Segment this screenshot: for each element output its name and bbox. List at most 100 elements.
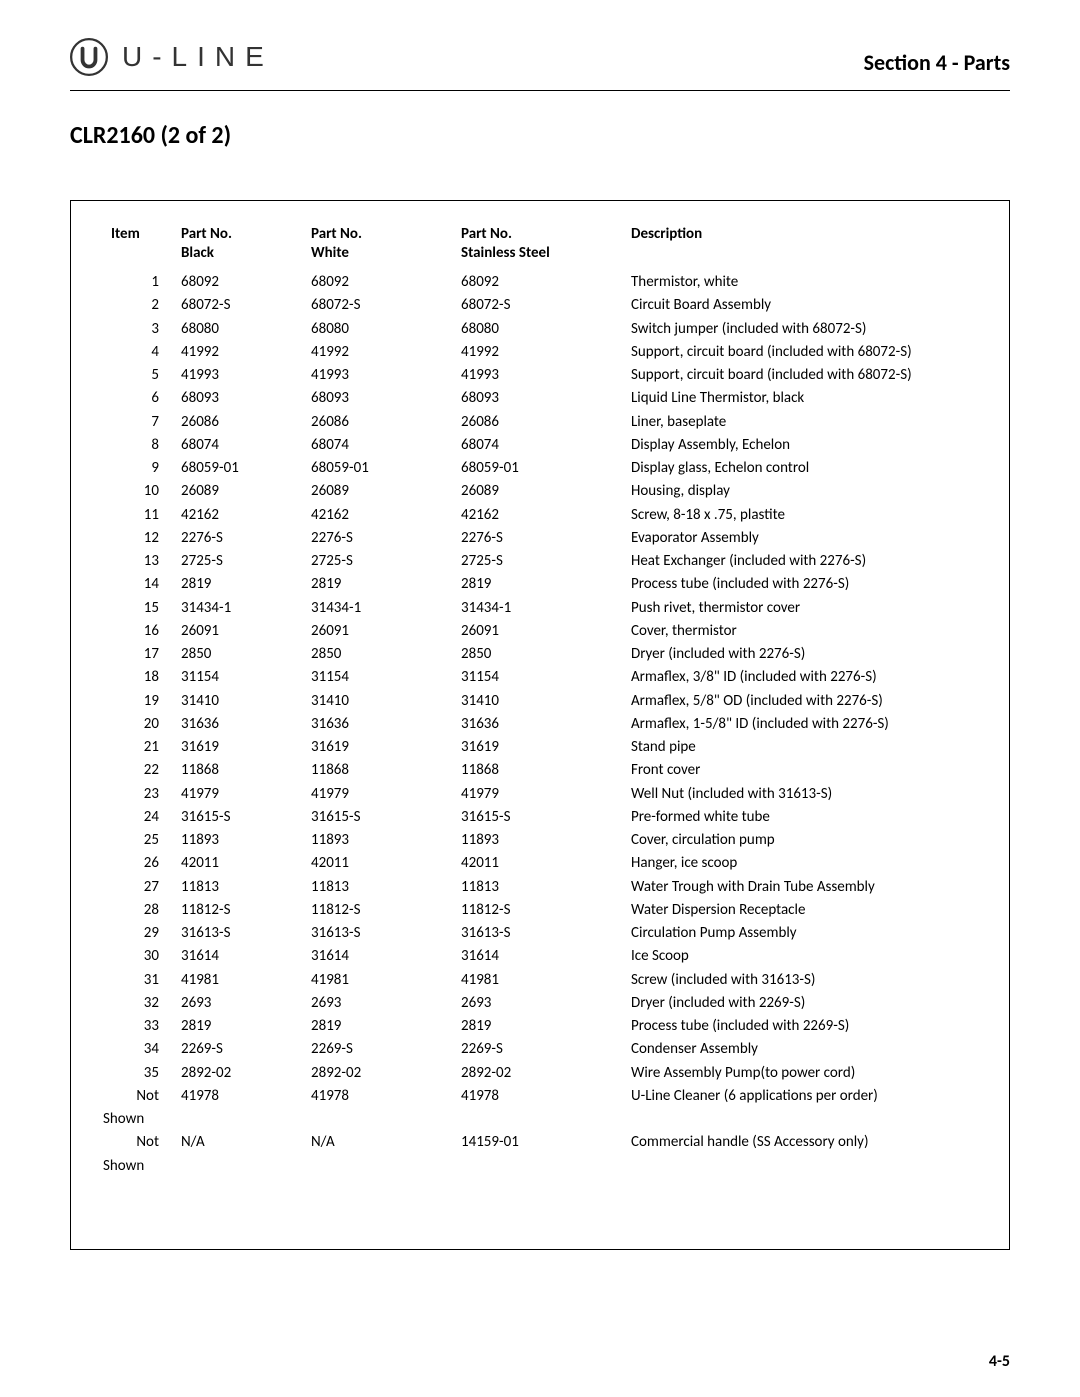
cell-white: 68059-01 — [311, 457, 461, 480]
cell-desc: Screw, 8-18 x .75, plastite — [631, 503, 979, 526]
cell-white: 2850 — [311, 643, 461, 666]
cell-item: 23 — [101, 782, 181, 805]
cell-white: 31613-S — [311, 922, 461, 945]
cell-desc: Water Trough with Drain Tube Assembly — [631, 875, 979, 898]
cell-desc: Heat Exchanger (included with 2276-S) — [631, 550, 979, 573]
table-row: 2931613-S31613-S31613-SCirculation Pump … — [101, 922, 979, 945]
cell-item: 32 — [101, 991, 181, 1014]
table-row: 16260912609126091Cover, thermistor — [101, 619, 979, 642]
cell-item: 20 — [101, 712, 181, 735]
parts-table: Item Part No. Black Part No. White Part … — [101, 223, 979, 1177]
col-header-item: Item — [101, 223, 181, 271]
parts-table-frame: Item Part No. Black Part No. White Part … — [70, 200, 1010, 1250]
cell-white: 31154 — [311, 666, 461, 689]
cell-black: 41992 — [181, 340, 311, 363]
cell-desc: Cover, circulation pump — [631, 829, 979, 852]
cell-black: 31410 — [181, 689, 311, 712]
cell-item: 24 — [101, 805, 181, 828]
cell-desc: Wire Assembly Pump(to power cord) — [631, 1061, 979, 1084]
cell-ss: 2269-S — [461, 1038, 631, 1061]
cell-black: 2269-S — [181, 1038, 311, 1061]
cell-ss: 41979 — [461, 782, 631, 805]
cell-white: 2892-02 — [311, 1061, 461, 1084]
cell-item: 22 — [101, 759, 181, 782]
cell-white: 68072-S — [311, 294, 461, 317]
cell-black: 2892-02 — [181, 1061, 311, 1084]
cell-item: 34 — [101, 1038, 181, 1061]
cell-item: 18 — [101, 666, 181, 689]
table-row: 22118681186811868Front cover — [101, 759, 979, 782]
cell-white: 2693 — [311, 991, 461, 1014]
table-row: 27118131181311813Water Trough with Drain… — [101, 875, 979, 898]
table-row: 352892-022892-022892-02Wire Assembly Pum… — [101, 1061, 979, 1084]
cell-white: 68092 — [311, 271, 461, 294]
cell-item-shown: Shown — [101, 1108, 181, 1131]
cell-desc: Ice Scoop — [631, 945, 979, 968]
table-row: 20316363163631636Armaflex, 1-5/8" ID (in… — [101, 712, 979, 735]
col-header-white: Part No. White — [311, 223, 461, 271]
cell-desc: U-Line Cleaner (6 applications per order… — [631, 1084, 979, 1107]
cell-item-not: Not — [101, 1084, 181, 1107]
table-row: 25118931189311893Cover, circulation pump — [101, 829, 979, 852]
cell-black: 42162 — [181, 503, 311, 526]
cell-desc: Push rivet, thermistor cover — [631, 596, 979, 619]
cell-ss: 42011 — [461, 852, 631, 875]
cell-white: 2725-S — [311, 550, 461, 573]
cell-ss: 41992 — [461, 340, 631, 363]
table-row: 23419794197941979Well Nut (included with… — [101, 782, 979, 805]
cell-white: 31614 — [311, 945, 461, 968]
cell-ss: 68059-01 — [461, 457, 631, 480]
cell-black: 26091 — [181, 619, 311, 642]
cell-black: 68072-S — [181, 294, 311, 317]
cell-white: 2819 — [311, 1015, 461, 1038]
cell-item: 7 — [101, 410, 181, 433]
col-header-ss-l1: Part No. — [461, 225, 631, 244]
section-title: Section 4 - Parts — [864, 49, 1010, 76]
cell-ss: 31614 — [461, 945, 631, 968]
cell-black: 31619 — [181, 736, 311, 759]
cell-desc: Circulation Pump Assembly — [631, 922, 979, 945]
table-row: 268072-S68072-S68072-SCircuit Board Asse… — [101, 294, 979, 317]
table-row: 26420114201142011Hanger, ice scoop — [101, 852, 979, 875]
cell-item: 13 — [101, 550, 181, 573]
table-row: 30316143161431614Ice Scoop — [101, 945, 979, 968]
cell-item: 21 — [101, 736, 181, 759]
cell-desc: Commercial handle (SS Accessory only) — [631, 1131, 979, 1154]
cell-ss: 31613-S — [461, 922, 631, 945]
cell-item: 3 — [101, 317, 181, 340]
cell-desc: Switch jumper (included with 68072-S) — [631, 317, 979, 340]
cell-ss: 2693 — [461, 991, 631, 1014]
cell-white: 2819 — [311, 573, 461, 596]
cell-ss: 68080 — [461, 317, 631, 340]
table-row: 8680746807468074Display Assembly, Echelo… — [101, 433, 979, 456]
cell-white: 41992 — [311, 340, 461, 363]
cell-item: 1 — [101, 271, 181, 294]
page-number: 4-5 — [989, 1352, 1010, 1371]
cell-desc: Housing, display — [631, 480, 979, 503]
cell-item: 11 — [101, 503, 181, 526]
cell-white: N/A — [311, 1131, 461, 1154]
cell-ss: 31619 — [461, 736, 631, 759]
cell-item-not: Not — [101, 1131, 181, 1154]
cell-black: 41978 — [181, 1084, 311, 1107]
cell-desc: Stand pipe — [631, 736, 979, 759]
cell-item: 26 — [101, 852, 181, 875]
cell-item: 6 — [101, 387, 181, 410]
col-header-ss-l2: Stainless Steel — [461, 244, 631, 263]
cell-ss: 68072-S — [461, 294, 631, 317]
cell-white: 42162 — [311, 503, 461, 526]
cell-white: 11812-S — [311, 898, 461, 921]
cell-desc: Cover, thermistor — [631, 619, 979, 642]
cell-ss: 68074 — [461, 433, 631, 456]
cell-desc: Circuit Board Assembly — [631, 294, 979, 317]
cell-item: 14 — [101, 573, 181, 596]
cell-desc: Thermistor, white — [631, 271, 979, 294]
cell-black: 31434-1 — [181, 596, 311, 619]
table-row: 31419814198141981Screw (included with 31… — [101, 968, 979, 991]
cell-black: 2819 — [181, 1015, 311, 1038]
cell-black: 31614 — [181, 945, 311, 968]
cell-desc: Water Dispersion Receptacle — [631, 898, 979, 921]
cell-black: 11868 — [181, 759, 311, 782]
cell-item: 5 — [101, 364, 181, 387]
cell-item: 31 — [101, 968, 181, 991]
